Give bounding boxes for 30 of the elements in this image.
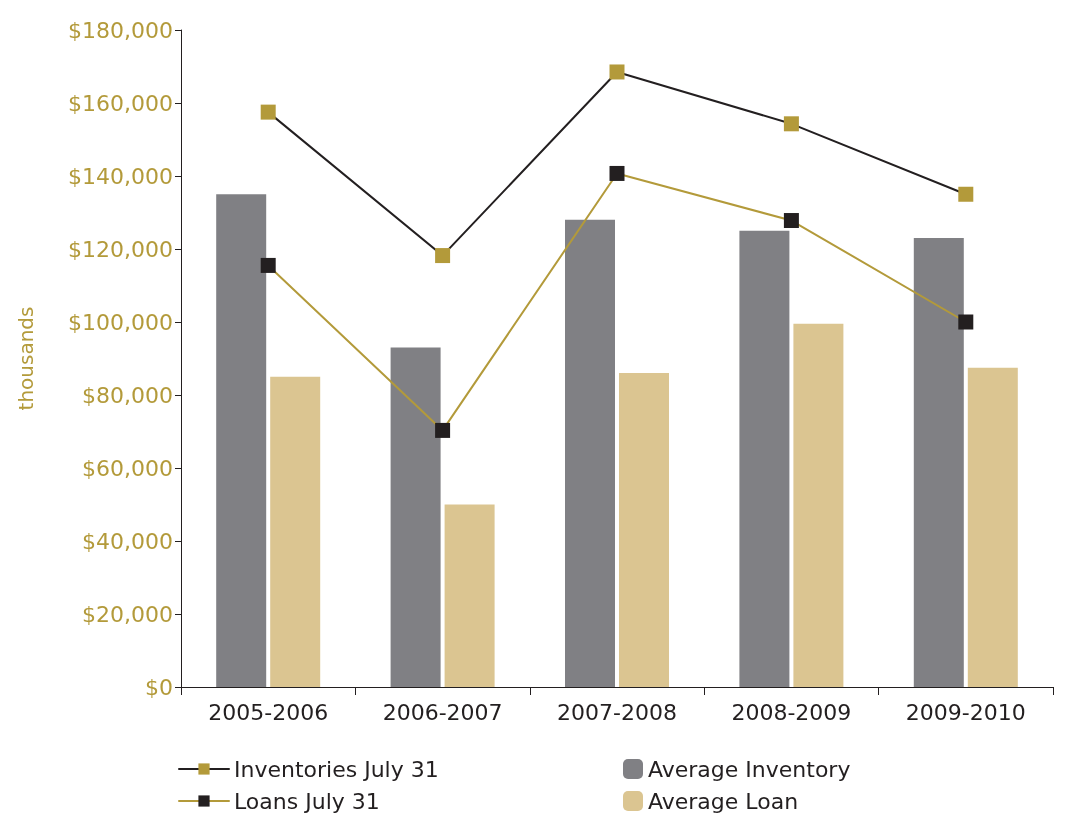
legend-label: Loans July 31 — [234, 788, 380, 814]
y-tick-label: $120,000 — [68, 236, 173, 262]
bar — [619, 373, 669, 687]
legend-label: Average Inventory — [648, 756, 851, 782]
x-tick-label: 2008-2009 — [731, 699, 852, 725]
bar — [444, 504, 495, 687]
bar — [793, 323, 844, 687]
y-tick-label: $100,000 — [68, 309, 173, 335]
legend-label: Average Loan — [648, 788, 799, 814]
y-tick-label: $180,000 — [68, 17, 173, 43]
bar — [565, 219, 615, 687]
y-tick-label: $80,000 — [82, 382, 173, 408]
y-tick-label: $40,000 — [82, 528, 173, 554]
y-axis-title: thousands — [14, 306, 38, 411]
bar — [913, 238, 964, 687]
legend-label: Inventories July 31 — [234, 756, 439, 782]
bar — [739, 230, 790, 687]
y-tick-label: $140,000 — [68, 163, 173, 189]
x-tick-label: 2006-2007 — [382, 699, 503, 725]
bar — [390, 347, 441, 687]
bar — [967, 367, 1018, 687]
y-tick-label: $0 — [145, 674, 173, 700]
x-tick-label: 2007-2008 — [557, 699, 677, 725]
x-tick-label: 2009-2010 — [905, 699, 1026, 725]
y-tick-label: $160,000 — [68, 90, 173, 116]
bar — [270, 376, 321, 687]
x-tick-label: 2005-2006 — [208, 699, 329, 725]
bar — [216, 194, 267, 687]
y-tick-label: $20,000 — [82, 601, 173, 627]
y-tick-label: $60,000 — [82, 455, 173, 481]
